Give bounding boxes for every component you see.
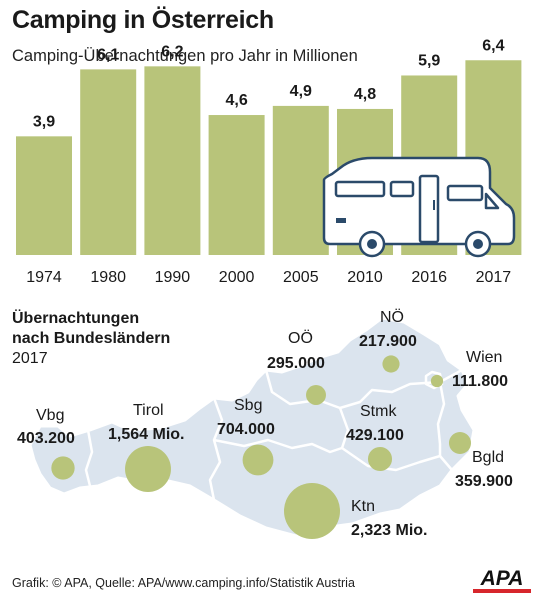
bar-1990 (144, 66, 201, 255)
bubble-Ktn (284, 483, 340, 539)
value-label-2005: 4,9 (290, 83, 312, 100)
category-label-2000: 2000 (219, 269, 255, 286)
bubble-Wien (430, 374, 444, 388)
region-name-Sbg: Sbg (234, 397, 262, 414)
chart-subtitle: Camping-Übernachtungen pro Jahr in Milli… (12, 47, 358, 65)
region-value-NÖ: 217.900 (359, 333, 417, 350)
region-value-Ktn: 2,323 Mio. (351, 522, 427, 539)
value-label-2000: 4,6 (225, 92, 247, 109)
region-name-Ktn: Ktn (351, 498, 375, 515)
apa-logo-text: APA (480, 567, 524, 590)
region-name-Vbg: Vbg (36, 407, 64, 424)
map-year: 2017 (12, 350, 48, 367)
bar-chart: 3,9 6,1 6,2 4,6 4,9 4,8 5,9 6,4 1974 1980 1990 200… (16, 37, 522, 286)
map-title-line2: nach Bundesländern (12, 330, 171, 347)
bubble-Bgld (448, 431, 472, 455)
value-label-2010: 4,8 (354, 86, 376, 103)
bar-1980 (80, 69, 137, 255)
category-label-2017: 2017 (476, 269, 512, 286)
state-borders (84, 368, 463, 501)
chart-title: Camping in Österreich (12, 6, 274, 34)
value-label-1974: 3,9 (33, 113, 55, 130)
region-value-Tirol: 1,564 Mio. (108, 426, 184, 443)
category-label-1990: 1990 (155, 269, 191, 286)
region-name-Wien: Wien (466, 349, 502, 366)
camper-van-icon (322, 156, 516, 258)
bubble-NÖ (382, 355, 400, 373)
category-label-2016: 2016 (411, 269, 447, 286)
bubble-Vbg (51, 456, 75, 480)
bar-2005 (272, 105, 329, 256)
map-title: Übernachtungen nach Bundesländern (12, 309, 170, 349)
region-value-OÖ: 295.000 (267, 355, 325, 372)
region-name-Stmk: Stmk (360, 403, 397, 420)
region-value-Stmk: 429.100 (346, 427, 404, 444)
bar-2000 (208, 115, 265, 256)
value-label-2017: 6,4 (482, 37, 504, 54)
region-name-NÖ: NÖ (380, 308, 404, 326)
region-value-Wien: 111.800 (452, 373, 508, 390)
value-label-2016: 5,9 (418, 52, 440, 69)
bubble-Sbg (242, 444, 274, 476)
category-label-1974: 1974 (26, 269, 62, 286)
category-label-2010: 2010 (347, 269, 383, 286)
category-label-2005: 2005 (283, 269, 319, 286)
region-name-Tirol: Tirol (133, 402, 164, 419)
value-label-1980: 6,1 (97, 46, 119, 63)
region-name-OÖ: OÖ (288, 329, 313, 347)
region-value-Sbg: 704.000 (217, 421, 275, 438)
source-credit: Grafik: © APA, Quelle: APA/www.camping.i… (12, 576, 355, 590)
region-value-Vbg: 403.200 (17, 430, 75, 447)
category-label-1980: 1980 (90, 269, 126, 286)
bubble-Tirol (125, 446, 171, 492)
region-name-Bgld: Bgld (472, 449, 504, 466)
bubble-Stmk (367, 446, 393, 472)
apa-logo: APA (473, 567, 531, 593)
bubble-OÖ (306, 385, 326, 405)
region-value-Bgld: 359.900 (455, 473, 513, 490)
value-label-1990: 6,2 (161, 43, 183, 60)
map-title-line1: Übernachtungen (12, 310, 140, 327)
bar-1974 (16, 136, 72, 255)
